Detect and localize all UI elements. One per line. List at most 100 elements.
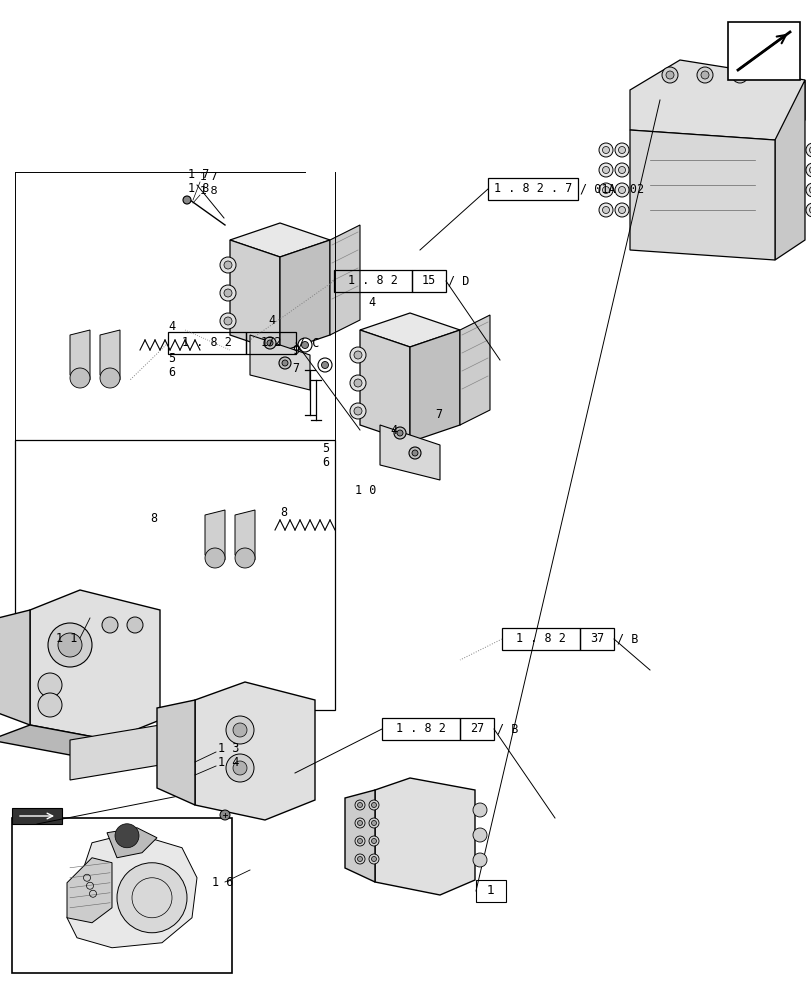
Bar (475, 880, 505, 902)
Polygon shape (359, 313, 460, 347)
Polygon shape (629, 60, 804, 140)
Circle shape (117, 863, 187, 933)
Text: / B: / B (496, 722, 517, 736)
Polygon shape (410, 330, 460, 442)
Polygon shape (100, 330, 120, 380)
Circle shape (127, 617, 143, 633)
Circle shape (602, 146, 609, 153)
Polygon shape (230, 223, 329, 257)
Circle shape (614, 203, 629, 217)
Polygon shape (157, 700, 195, 805)
Circle shape (735, 71, 743, 79)
Polygon shape (250, 335, 310, 390)
Text: / 01A  02: / 01A 02 (579, 182, 643, 196)
Circle shape (350, 403, 366, 419)
Text: 8: 8 (150, 512, 157, 524)
Bar (460, 718, 493, 740)
Circle shape (220, 810, 230, 820)
Circle shape (618, 207, 624, 214)
Circle shape (225, 716, 254, 744)
Circle shape (354, 351, 362, 359)
Text: 4: 4 (389, 424, 397, 436)
Circle shape (696, 67, 712, 83)
Circle shape (809, 166, 811, 174)
Text: 5: 5 (168, 352, 175, 364)
Circle shape (354, 854, 365, 864)
Circle shape (805, 163, 811, 177)
Circle shape (599, 163, 612, 177)
Circle shape (48, 623, 92, 667)
Circle shape (618, 146, 624, 153)
Circle shape (371, 802, 376, 808)
Circle shape (354, 407, 362, 415)
Circle shape (279, 357, 290, 369)
Circle shape (38, 693, 62, 717)
Circle shape (368, 818, 379, 828)
Circle shape (731, 67, 747, 83)
Bar (246, 332, 296, 354)
Circle shape (102, 617, 118, 633)
Circle shape (599, 203, 612, 217)
Polygon shape (30, 590, 160, 740)
Circle shape (301, 342, 308, 349)
Circle shape (318, 358, 332, 372)
Text: 1 . 8 2: 1 . 8 2 (516, 633, 565, 646)
Circle shape (357, 802, 362, 808)
Circle shape (411, 450, 418, 456)
Text: / B: / B (616, 633, 637, 646)
Text: 1 8: 1 8 (188, 182, 209, 194)
Text: / C: / C (298, 336, 319, 350)
Circle shape (224, 317, 232, 325)
Text: 4: 4 (268, 314, 275, 326)
Bar (579, 628, 613, 650)
Circle shape (350, 347, 366, 363)
Polygon shape (460, 315, 489, 425)
Circle shape (321, 361, 328, 368)
Polygon shape (329, 225, 359, 335)
Text: 6: 6 (322, 456, 328, 468)
Circle shape (70, 368, 90, 388)
Text: 5: 5 (322, 442, 328, 454)
Circle shape (357, 838, 362, 844)
Circle shape (220, 313, 236, 329)
Text: 15: 15 (422, 274, 436, 288)
Circle shape (38, 673, 62, 697)
Text: 4: 4 (367, 296, 375, 308)
Text: 1 7: 1 7 (200, 172, 217, 182)
Circle shape (234, 548, 255, 568)
Circle shape (618, 166, 624, 174)
Circle shape (809, 207, 811, 214)
Text: 27: 27 (470, 722, 483, 736)
Polygon shape (67, 833, 197, 948)
Circle shape (350, 375, 366, 391)
Text: 1 . 8 2 . 7: 1 . 8 2 . 7 (493, 182, 572, 196)
Polygon shape (234, 510, 255, 560)
Circle shape (409, 447, 420, 459)
Circle shape (661, 67, 677, 83)
Circle shape (602, 166, 609, 174)
Polygon shape (0, 725, 109, 755)
Bar (487, 178, 577, 200)
Circle shape (368, 854, 379, 864)
Circle shape (473, 828, 487, 842)
Bar (501, 628, 579, 650)
Text: 6: 6 (168, 365, 175, 378)
Polygon shape (70, 725, 160, 780)
Circle shape (393, 427, 406, 439)
Circle shape (354, 836, 365, 846)
Circle shape (267, 340, 272, 346)
Text: 4: 4 (168, 320, 175, 332)
Polygon shape (280, 240, 329, 352)
Text: 1 . 8 2: 1 . 8 2 (348, 274, 397, 288)
Polygon shape (359, 330, 410, 442)
Circle shape (805, 203, 811, 217)
Circle shape (371, 856, 376, 861)
Circle shape (368, 800, 379, 810)
Bar (381, 718, 460, 740)
Bar (15, 440, 335, 710)
Text: 9: 9 (292, 344, 298, 357)
Polygon shape (230, 240, 280, 352)
Polygon shape (345, 790, 375, 882)
Circle shape (805, 183, 811, 197)
Bar (12, 808, 62, 824)
